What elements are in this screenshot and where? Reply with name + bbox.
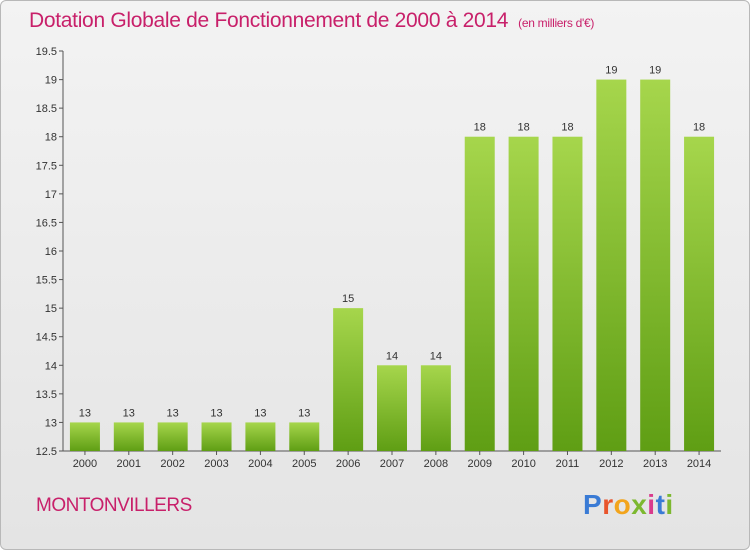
- x-tick-label: 2014: [687, 458, 711, 470]
- x-tick-label: 2007: [380, 458, 404, 470]
- bar-2000: [69, 422, 100, 451]
- data-label: 19: [605, 65, 617, 77]
- bar-2011: [552, 136, 583, 451]
- bar-2013: [640, 79, 671, 452]
- bar-2014: [684, 136, 715, 451]
- logo-letter: r: [602, 489, 614, 520]
- data-label: 18: [693, 122, 705, 134]
- bar-2012: [596, 79, 627, 452]
- bar-2005: [289, 422, 320, 451]
- data-label: 13: [123, 407, 135, 419]
- x-tick-label: 2008: [424, 458, 448, 470]
- logo-letter: t: [655, 489, 666, 520]
- y-tick-label: 16: [45, 246, 57, 258]
- bar-2007: [377, 365, 407, 451]
- x-tick-label: 2001: [117, 458, 141, 470]
- data-label: 13: [210, 407, 222, 419]
- x-tick-label: 2006: [336, 458, 360, 470]
- logo-letter: o: [613, 489, 632, 520]
- y-tick-label: 13: [45, 417, 57, 429]
- data-label: 18: [561, 122, 573, 134]
- y-tick-label: 12.5: [36, 446, 57, 458]
- proxiti-logo[interactable]: Proxiti: [583, 489, 674, 521]
- x-tick-label: 2012: [599, 458, 623, 470]
- chart-bars: [69, 79, 715, 452]
- y-tick-label: 13.5: [36, 389, 57, 401]
- logo-letter: x: [631, 489, 648, 520]
- x-tick-label: 2000: [73, 458, 97, 470]
- data-label: 13: [79, 407, 91, 419]
- data-label: 15: [342, 293, 354, 305]
- bar-2002: [157, 422, 188, 451]
- x-tick-label: 2010: [511, 458, 535, 470]
- chart-labels: 2000 13 2001 13 2002 13 2003 13 2004 13 2005 13 2006…: [73, 65, 712, 470]
- y-tick-label: 19: [45, 75, 57, 87]
- data-label: 13: [298, 407, 310, 419]
- y-tick-label: 14.5: [36, 332, 57, 344]
- y-tick-label: 15.5: [36, 275, 57, 287]
- data-label: 18: [474, 122, 486, 134]
- y-tick-label: 18: [45, 132, 57, 144]
- bar-2003: [201, 422, 232, 451]
- x-tick-label: 2003: [204, 458, 228, 470]
- y-tick-label: 18.5: [36, 103, 57, 115]
- logo-letter: P: [583, 489, 603, 520]
- logo-letter: i: [647, 489, 656, 520]
- chart-title-text: Dotation Globale de Fonctionnement de 20…: [29, 9, 509, 32]
- chart-title: Dotation Globale de Fonctionnement de 20…: [29, 9, 594, 33]
- bar-2010: [508, 136, 539, 451]
- bar-2001: [113, 422, 144, 451]
- x-tick-label: 2005: [292, 458, 316, 470]
- bar-2009: [464, 136, 495, 451]
- x-tick-label: 2009: [467, 458, 491, 470]
- y-tick-label: 17.5: [36, 160, 57, 172]
- x-tick-label: 2002: [160, 458, 184, 470]
- commune-name: MONTONVILLERS: [36, 495, 192, 516]
- x-tick-label: 2004: [248, 458, 272, 470]
- bar-2008: [420, 365, 451, 451]
- data-label: 18: [517, 122, 529, 134]
- bar-2006: [333, 308, 364, 451]
- y-tick-label: 16.5: [36, 217, 57, 229]
- y-tick-label: 17: [45, 189, 57, 201]
- y-tick-label: 19.5: [36, 46, 57, 58]
- bar-2004: [245, 422, 276, 451]
- data-label: 19: [649, 65, 661, 77]
- y-tick-label: 14: [45, 360, 57, 372]
- chart-unit: (en milliers d'€): [518, 16, 595, 30]
- x-tick-label: 2011: [556, 458, 580, 470]
- y-tick-label: 15: [45, 303, 57, 315]
- data-label: 13: [254, 407, 266, 419]
- data-label: 13: [167, 407, 179, 419]
- x-tick-label: 2013: [643, 458, 667, 470]
- data-label: 14: [430, 350, 442, 362]
- logo-letter: i: [665, 489, 674, 520]
- data-label: 14: [386, 350, 398, 362]
